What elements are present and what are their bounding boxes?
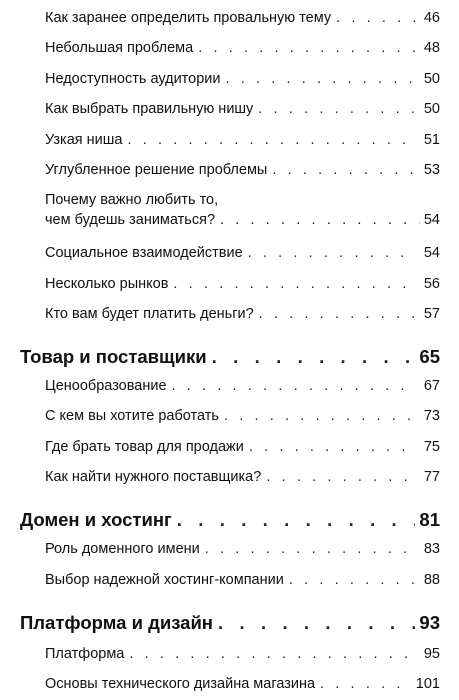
toc-entry: С кем вы хотите работать 73 [45,408,440,424]
toc-entry-page: 57 [423,306,440,322]
dot-leader [258,101,416,117]
dot-leader [218,612,415,634]
toc-entry-page: 95 [423,646,440,662]
toc-entry-title-line2: чем будешь заниматься? [45,212,216,228]
toc-entry: Несколько рынков 56 [45,276,440,292]
toc-entry: Небольшая проблема 48 [45,40,440,56]
toc-entry: Как заранее определить провальную тему 4… [45,10,440,26]
toc-entry: Ценообразование 67 [45,378,440,394]
toc-entry: Узкая ниша 51 [45,132,440,148]
toc-entry-title: Кто вам будет платить деньги? [45,306,254,322]
toc-entry-page: 54 [423,212,440,228]
toc-chapter: Платформа и дизайн 93 [20,612,440,634]
toc-entry-title: Как выбрать правильную нишу [45,101,254,117]
toc-entry: Углубленное решение проблемы 53 [45,162,440,178]
dot-leader [225,71,416,87]
toc-entry: Недоступность аудитории 50 [45,71,440,87]
toc-entry: Кто вам будет платить деньги? 57 [45,306,440,322]
toc-entry-title-line1: Почему важно любить то, [45,192,219,208]
toc-entry-title: Основы технического дизайна магазина [45,676,316,692]
toc-entry-page: 75 [423,439,440,455]
toc-entry: Где брать товар для продажи 75 [45,439,440,455]
dot-leader [224,408,416,424]
dot-leader [248,245,416,261]
dot-leader [220,212,420,228]
toc-entry-page: 54 [423,245,440,261]
toc-entry-page: 83 [423,541,440,557]
toc-entry-title: Ценообразование [45,378,167,394]
toc-entry-page: 50 [423,71,440,87]
toc-entry-title: Недоступность аудитории [45,71,221,87]
toc-chapter: Домен и хостинг 81 [20,509,440,531]
toc-entry-page: 48 [423,40,440,56]
toc-entry-page: 53 [423,162,440,178]
toc-entry-title: Небольшая проблема [45,40,194,56]
toc-entry: Социальное взаимодействие 54 [45,245,440,261]
toc-entry: Как найти нужного поставщика? 77 [45,469,440,485]
dot-leader [249,439,416,455]
toc-entry-title: Роль доменного имени [45,541,200,557]
toc-entry-page: 46 [423,10,440,26]
toc-chapter-page: 93 [419,612,440,633]
dot-leader [212,346,416,368]
toc-entry: Выбор надежной хостинг-компании 88 [45,572,440,588]
dot-leader [320,676,412,692]
toc-entry-page: 67 [423,378,440,394]
toc-entry-title: Как найти нужного поставщика? [45,469,262,485]
toc-chapter-title: Домен и хостинг [20,509,172,530]
dot-leader [266,469,416,485]
toc-entry-page: 56 [423,276,440,292]
dot-leader [172,378,416,394]
toc-chapter-title: Платформа и дизайн [20,612,213,633]
toc-entry-page: 77 [423,469,440,485]
toc-entry-title: Несколько рынков [45,276,169,292]
toc-entry-title: Социальное взаимодействие [45,245,243,261]
dot-leader [289,572,416,588]
toc-entry-title: С кем вы хотите работать [45,408,219,424]
dot-leader [173,276,416,292]
dot-leader [205,541,416,557]
toc-entry-title: Углубленное решение проблемы [45,162,268,178]
toc-chapter-title: Товар и поставщики [20,346,207,367]
toc-entry: Почему важно любить то, чем будешь заним… [45,192,440,228]
toc-entry-title: Платформа [45,646,125,662]
toc-entry-page: 51 [423,132,440,148]
dot-leader [336,10,416,26]
toc-entry-page: 50 [423,101,440,117]
toc-entry-page: 73 [423,408,440,424]
toc-entry-page: 88 [423,572,440,588]
dot-leader [272,162,416,178]
toc-entry-title: Где брать товар для продажи [45,439,244,455]
toc-chapter: Товар и поставщики 65 [20,346,440,368]
dot-leader [177,509,416,531]
toc-entry-title: Узкая ниша [45,132,123,148]
toc-chapter-page: 65 [419,346,440,367]
toc-entry: Роль доменного имени 83 [45,541,440,557]
dot-leader [127,132,416,148]
toc-chapter-page: 81 [419,509,440,530]
toc-entry-page: 101 [415,676,440,692]
toc-entry: Основы технического дизайна магазина 101 [45,676,440,692]
dot-leader [129,646,416,662]
toc-entry: Как выбрать правильную нишу 50 [45,101,440,117]
toc-entry-title: Как заранее определить провальную тему [45,10,332,26]
toc-entry-title: Выбор надежной хостинг-компании [45,572,284,588]
dot-leader [198,40,416,56]
toc-entry: Платформа 95 [45,646,440,662]
dot-leader [259,306,416,322]
